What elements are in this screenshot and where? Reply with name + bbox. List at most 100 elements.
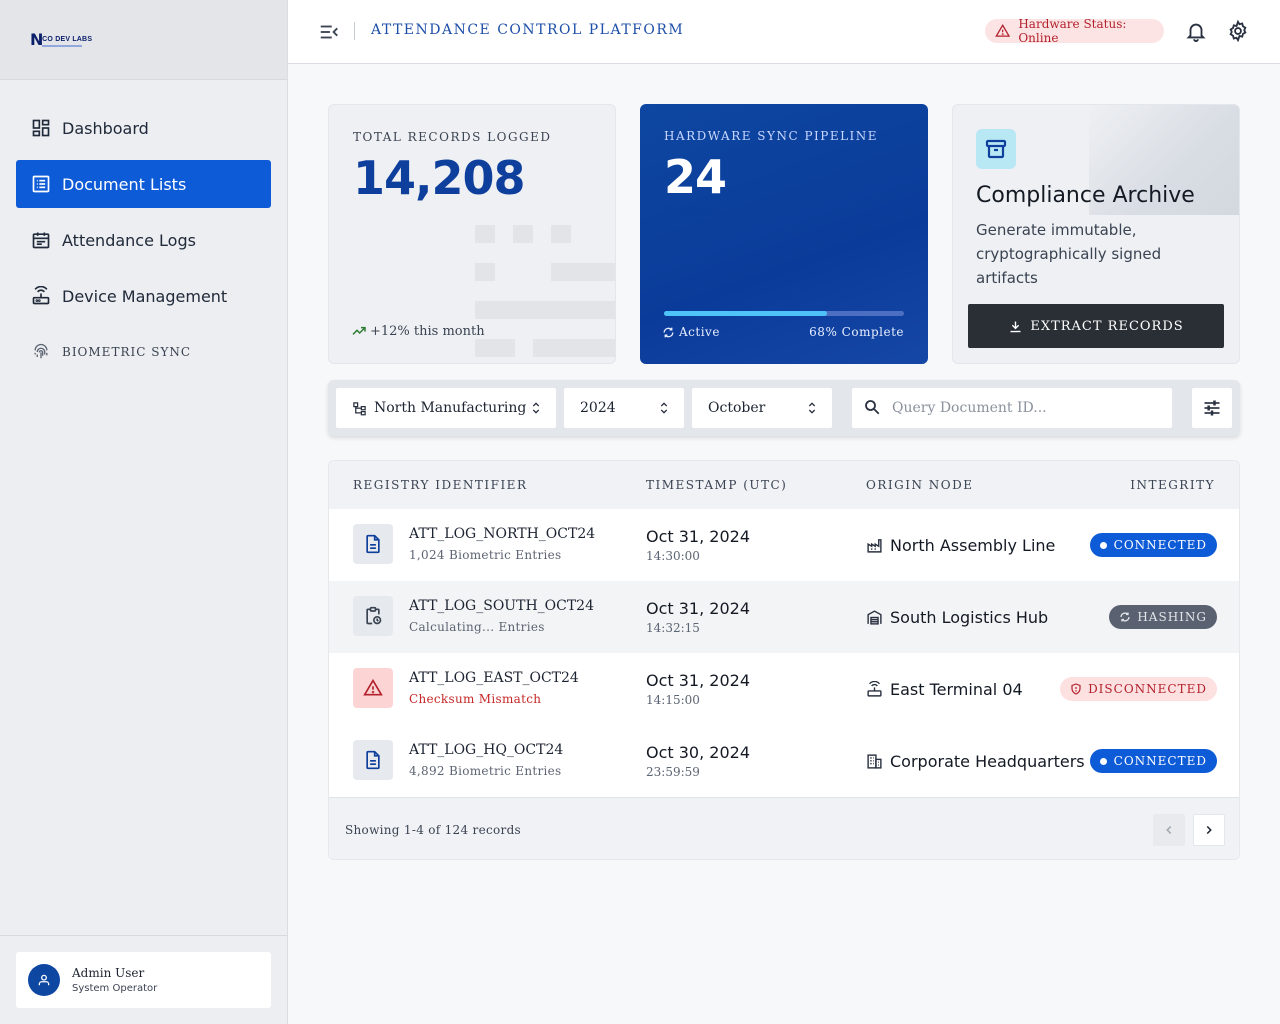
total-records-card: TOTAL RECORDS LOGGED 14,208 +12% this mo…: [328, 104, 616, 364]
placeholder-block: [551, 263, 615, 281]
logo-text: ICO DEV LABS: [40, 36, 93, 43]
gear-icon[interactable]: [1227, 20, 1249, 42]
sidebar-footer: Admin User System Operator: [0, 935, 287, 1024]
placeholder-block: [475, 301, 615, 319]
table-row[interactable]: ATT_LOG_SOUTH_OCT24 Calculating... Entri…: [329, 581, 1239, 653]
timestamp-time: 14:30:00: [646, 549, 700, 563]
total-records-label: TOTAL RECORDS LOGGED: [353, 130, 552, 144]
error-warning-icon: [353, 668, 393, 708]
registry-id: ATT_LOG_EAST_OCT24: [409, 670, 579, 686]
filter-options-button[interactable]: [1192, 388, 1232, 428]
sync-progress-bar: [664, 311, 904, 316]
warning-icon: [995, 23, 1011, 37]
hardware-status-badge: Hardware Status: Online: [985, 17, 1164, 45]
hardware-status-text: Hardware Status: Online: [1018, 17, 1127, 45]
sync-status-text: Active: [679, 325, 720, 339]
table-row[interactable]: ATT_LOG_NORTH_OCT24 1,024 Biometric Entr…: [329, 509, 1239, 581]
bell-icon[interactable]: [1185, 20, 1207, 42]
shield-alert-icon: [1071, 683, 1081, 695]
registry-entries: 4,892 Biometric Entries: [409, 764, 562, 778]
location-select[interactable]: North Manufacturing: [336, 388, 556, 428]
registry-id: ATT_LOG_HQ_OCT24: [409, 742, 564, 758]
month-select[interactable]: October: [692, 388, 832, 428]
column-header-origin[interactable]: ORIGIN NODE: [866, 478, 974, 492]
chevron-right-icon: [1206, 825, 1212, 835]
origin-node-label: Corporate Headquarters: [890, 752, 1085, 771]
sidebar-item-label: Device Management: [62, 286, 228, 306]
avatar: [28, 964, 60, 996]
compliance-archive-card: Compliance Archive Generate immutable, c…: [952, 104, 1240, 364]
placeholder-block: [551, 225, 571, 243]
table-row[interactable]: ATT_LOG_EAST_OCT24 Checksum Mismatch Oct…: [329, 653, 1239, 725]
timestamp-date: Oct 31, 2024: [646, 599, 750, 618]
page-title: ATTENDANCE CONTROL PLATFORM: [371, 22, 685, 38]
sidebar: N ICO DEV LABS Dashboard Document Lists …: [0, 0, 288, 1024]
archive-icon: [976, 129, 1016, 169]
factory-icon: [867, 539, 882, 553]
search-input[interactable]: [892, 398, 1162, 418]
table-header: REGISTRY IDENTIFIER TIMESTAMP (UTC) ORIG…: [329, 461, 1239, 509]
company-logo[interactable]: N ICO DEV LABS: [30, 32, 94, 50]
sliders-icon: [1204, 400, 1220, 416]
records-trend-text: +12% this month: [370, 323, 485, 339]
document-icon: [353, 740, 393, 780]
table-footer: Showing 1-4 of 124 records: [329, 797, 1239, 859]
sync-pipeline-card: HARDWARE SYNC PIPELINE 24 Artifacts Pend…: [640, 104, 928, 364]
connected-dot-icon: [1099, 541, 1107, 549]
sidebar-item-attendance-logs[interactable]: Attendance Logs: [16, 216, 271, 264]
clipboard-clock-icon: [353, 596, 393, 636]
building-icon: [867, 754, 882, 769]
placeholder-block: [513, 225, 533, 243]
column-header-timestamp[interactable]: TIMESTAMP (UTC): [646, 478, 788, 492]
status-badge: CONNECTED: [1089, 749, 1217, 773]
router-icon: [32, 286, 50, 305]
origin-node: North Assembly Line: [866, 536, 1055, 555]
records-trend: +12% this month: [351, 323, 485, 339]
column-header-registry[interactable]: REGISTRY IDENTIFIER: [353, 478, 528, 492]
sidebar-item-label: Document Lists: [62, 174, 187, 194]
user-profile-card[interactable]: Admin User System Operator: [16, 952, 271, 1008]
next-page-button[interactable]: [1193, 814, 1225, 846]
registry-id: ATT_LOG_NORTH_OCT24: [409, 526, 596, 542]
chevron-updown-icon: [532, 402, 540, 414]
sidebar-item-document-lists[interactable]: Document Lists: [16, 160, 271, 208]
extract-records-button[interactable]: EXTRACT RECORDS: [968, 304, 1224, 348]
origin-node: South Logistics Hub: [866, 608, 1048, 627]
placeholder-block: [475, 339, 515, 357]
list-icon: [32, 175, 50, 193]
timestamp-time: 14:32:15: [646, 621, 700, 635]
column-header-integrity[interactable]: INTEGRITY: [1130, 478, 1215, 492]
connected-dot-icon: [1099, 757, 1107, 765]
total-records-value: 14,208: [353, 151, 526, 205]
timestamp-time: 23:59:59: [646, 765, 700, 779]
sync-pipeline-value: 24: [664, 150, 727, 204]
location-select-value: North Manufacturing: [374, 400, 527, 416]
fingerprint-icon: [34, 343, 48, 359]
sync-icon: [663, 327, 674, 337]
placeholder-block: [533, 339, 615, 357]
search-icon: [865, 400, 880, 415]
status-badge-label: CONNECTED: [1113, 538, 1207, 552]
previous-page-button[interactable]: [1153, 814, 1185, 846]
sidebar-item-label: Attendance Logs: [62, 230, 196, 250]
router-icon: [867, 681, 882, 697]
year-select[interactable]: 2024: [564, 388, 684, 428]
document-icon: [353, 524, 393, 564]
sidebar-item-biometric-sync[interactable]: BIOMETRIC SYNC: [16, 328, 271, 376]
placeholder-block: [475, 263, 495, 281]
status-badge-label: DISCONNECTED: [1088, 682, 1207, 696]
status-badge: HASHING: [1109, 605, 1217, 629]
table-row[interactable]: ATT_LOG_HQ_OCT24 4,892 Biometric Entries…: [329, 725, 1239, 797]
menu-collapse-icon[interactable]: [318, 21, 340, 43]
sidebar-item-dashboard[interactable]: Dashboard: [16, 104, 271, 152]
sync-progress-label: 68% Complete: [809, 325, 904, 339]
chevron-updown-icon: [660, 402, 668, 414]
registry-id: ATT_LOG_SOUTH_OCT24: [409, 598, 594, 614]
placeholder-block: [475, 225, 495, 243]
sidebar-item-device-management[interactable]: Device Management: [16, 272, 271, 320]
logo-underline: [42, 45, 82, 47]
registry-entries: Calculating... Entries: [409, 620, 545, 634]
extract-records-label: EXTRACT RECORDS: [1030, 318, 1184, 334]
search-box: [852, 388, 1172, 428]
warehouse-icon: [867, 610, 882, 625]
